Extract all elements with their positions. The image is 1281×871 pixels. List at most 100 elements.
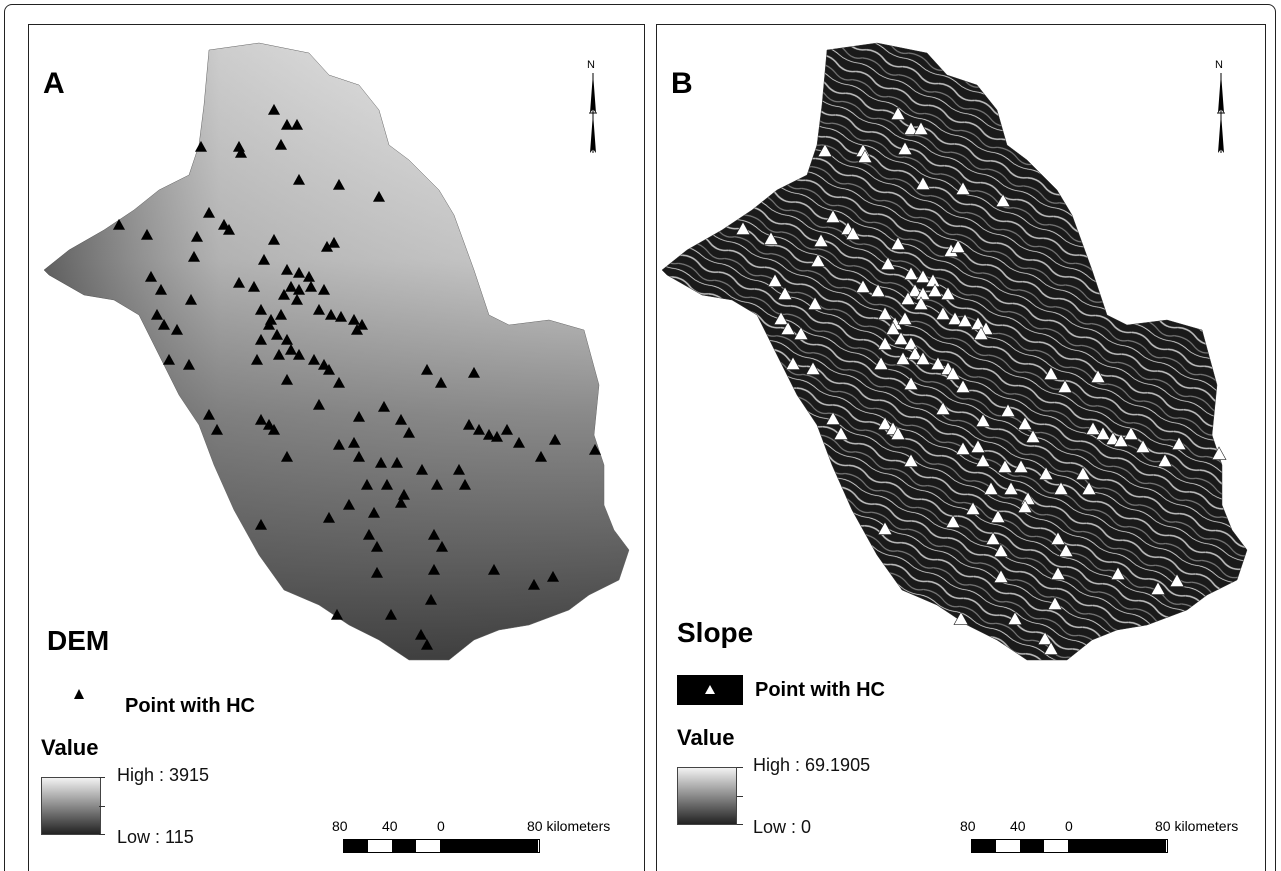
hc-point-marker [342, 498, 356, 510]
hc-point-marker [1038, 466, 1054, 480]
scale-label-40: 40 [382, 818, 398, 834]
hc-point-marker [190, 230, 204, 242]
hc-point-marker [915, 269, 931, 283]
scale-label-end: 80 kilometers [1155, 818, 1239, 834]
hc-point-marker [334, 310, 348, 322]
hc-point-marker [390, 456, 404, 468]
hc-point-marker [254, 303, 268, 315]
hc-point-marker [434, 376, 448, 388]
hc-point-marker [890, 236, 906, 250]
hc-point-marker [317, 283, 331, 295]
hc-point-marker [360, 478, 374, 490]
hc-point-marker [292, 173, 306, 185]
hc-point-marker [490, 430, 504, 442]
hc-point-marker [880, 256, 896, 270]
panel-slope: B N Slope Point with HC Value High : 69.… [656, 24, 1266, 871]
hc-point-marker [312, 303, 326, 315]
hc-point-marker [307, 353, 321, 365]
ramp-low-label: Low : 0 [753, 817, 812, 837]
hc-point-marker [284, 280, 298, 292]
hc-point-marker [247, 280, 261, 292]
hc-point-marker [472, 423, 486, 435]
hc-point-marker [950, 239, 966, 253]
ramp-high-label: High : 3915 [117, 765, 210, 785]
hc-point-marker [324, 308, 338, 320]
hc-point-marker [292, 266, 306, 278]
hc-point-marker [895, 351, 911, 365]
hc-point-marker [194, 140, 208, 152]
hc-point-marker [833, 426, 849, 440]
hc-point-marker [870, 283, 886, 297]
hc-point-marker [352, 410, 366, 422]
hc-point-marker [427, 563, 441, 575]
hc-point-marker [112, 218, 126, 230]
hc-point-marker [873, 356, 889, 370]
hc-point-marker [893, 331, 909, 345]
hc-point-marker [913, 121, 929, 135]
hc-point-marker [327, 236, 341, 248]
hc-point-marker [970, 439, 986, 453]
hc-point-marker [930, 356, 946, 370]
hc-point-marker [825, 209, 841, 223]
hc-point-marker [1090, 369, 1106, 383]
hc-point-marker [267, 423, 281, 435]
hc-point-marker [452, 463, 466, 475]
hc-point-marker [1171, 436, 1187, 450]
hc-point-marker [274, 308, 288, 320]
hc-point-marker [1105, 431, 1121, 445]
hc-point-marker [330, 608, 344, 620]
hc-point-marker [1050, 531, 1066, 545]
hc-point-marker [170, 323, 184, 335]
hc-point-marker [424, 593, 438, 605]
hc-point-marker [767, 273, 783, 287]
hc-point-marker [957, 313, 973, 327]
hc-point-marker [970, 316, 986, 330]
hc-point-marker [292, 283, 306, 295]
hc-point-marker [877, 521, 893, 535]
hc-point-marker [397, 488, 411, 500]
hc-point-marker [825, 411, 841, 425]
hc-point-marker [813, 233, 829, 247]
hc-point-marker [157, 318, 171, 330]
hc-point-marker [1110, 566, 1126, 580]
hc-point-marker [1135, 439, 1151, 453]
hc-point-marker [907, 346, 923, 360]
hc-point-marker [267, 103, 281, 115]
hc-point-marker [897, 311, 913, 325]
hc-point-marker [144, 270, 158, 282]
hc-point-marker [857, 149, 873, 163]
hc-point-marker [955, 181, 971, 195]
hc-point-marker [735, 221, 751, 235]
hc-point-marker [855, 279, 871, 293]
hc-point-marker [763, 231, 779, 245]
hc-points-dem [112, 103, 602, 650]
hc-point-marker [254, 333, 268, 345]
hc-point-marker [805, 361, 821, 375]
hc-point-marker [377, 400, 391, 412]
hc-point-marker [262, 418, 276, 430]
hc-point-marker [414, 628, 428, 640]
hc-point-marker [420, 363, 434, 375]
hc-point-marker [312, 398, 326, 410]
hc-point-marker [877, 306, 893, 320]
point-legend-icon [74, 689, 84, 699]
hc-point-marker [1123, 426, 1139, 440]
ramp-high-label: High : 69.1905 [753, 755, 871, 775]
hc-point-marker [435, 540, 449, 552]
hc-point-marker [1013, 459, 1029, 473]
north-label: N [1215, 59, 1223, 71]
hc-point-marker [267, 233, 281, 245]
legend-point-label: Point with HC [755, 679, 885, 701]
hc-point-marker [1047, 596, 1063, 610]
hc-point-marker [1025, 429, 1041, 443]
hc-point-marker [1043, 366, 1059, 380]
hc-point-marker [394, 496, 408, 508]
legend-point-label: Point with HC [125, 695, 255, 717]
hc-point-marker [903, 266, 919, 280]
hc-point-marker [1113, 433, 1129, 447]
hc-point-marker [427, 528, 441, 540]
hc-point-marker [877, 336, 893, 350]
hc-point-marker [210, 423, 224, 435]
value-legend-title: Value [41, 735, 99, 760]
slope-region [661, 42, 1248, 661]
